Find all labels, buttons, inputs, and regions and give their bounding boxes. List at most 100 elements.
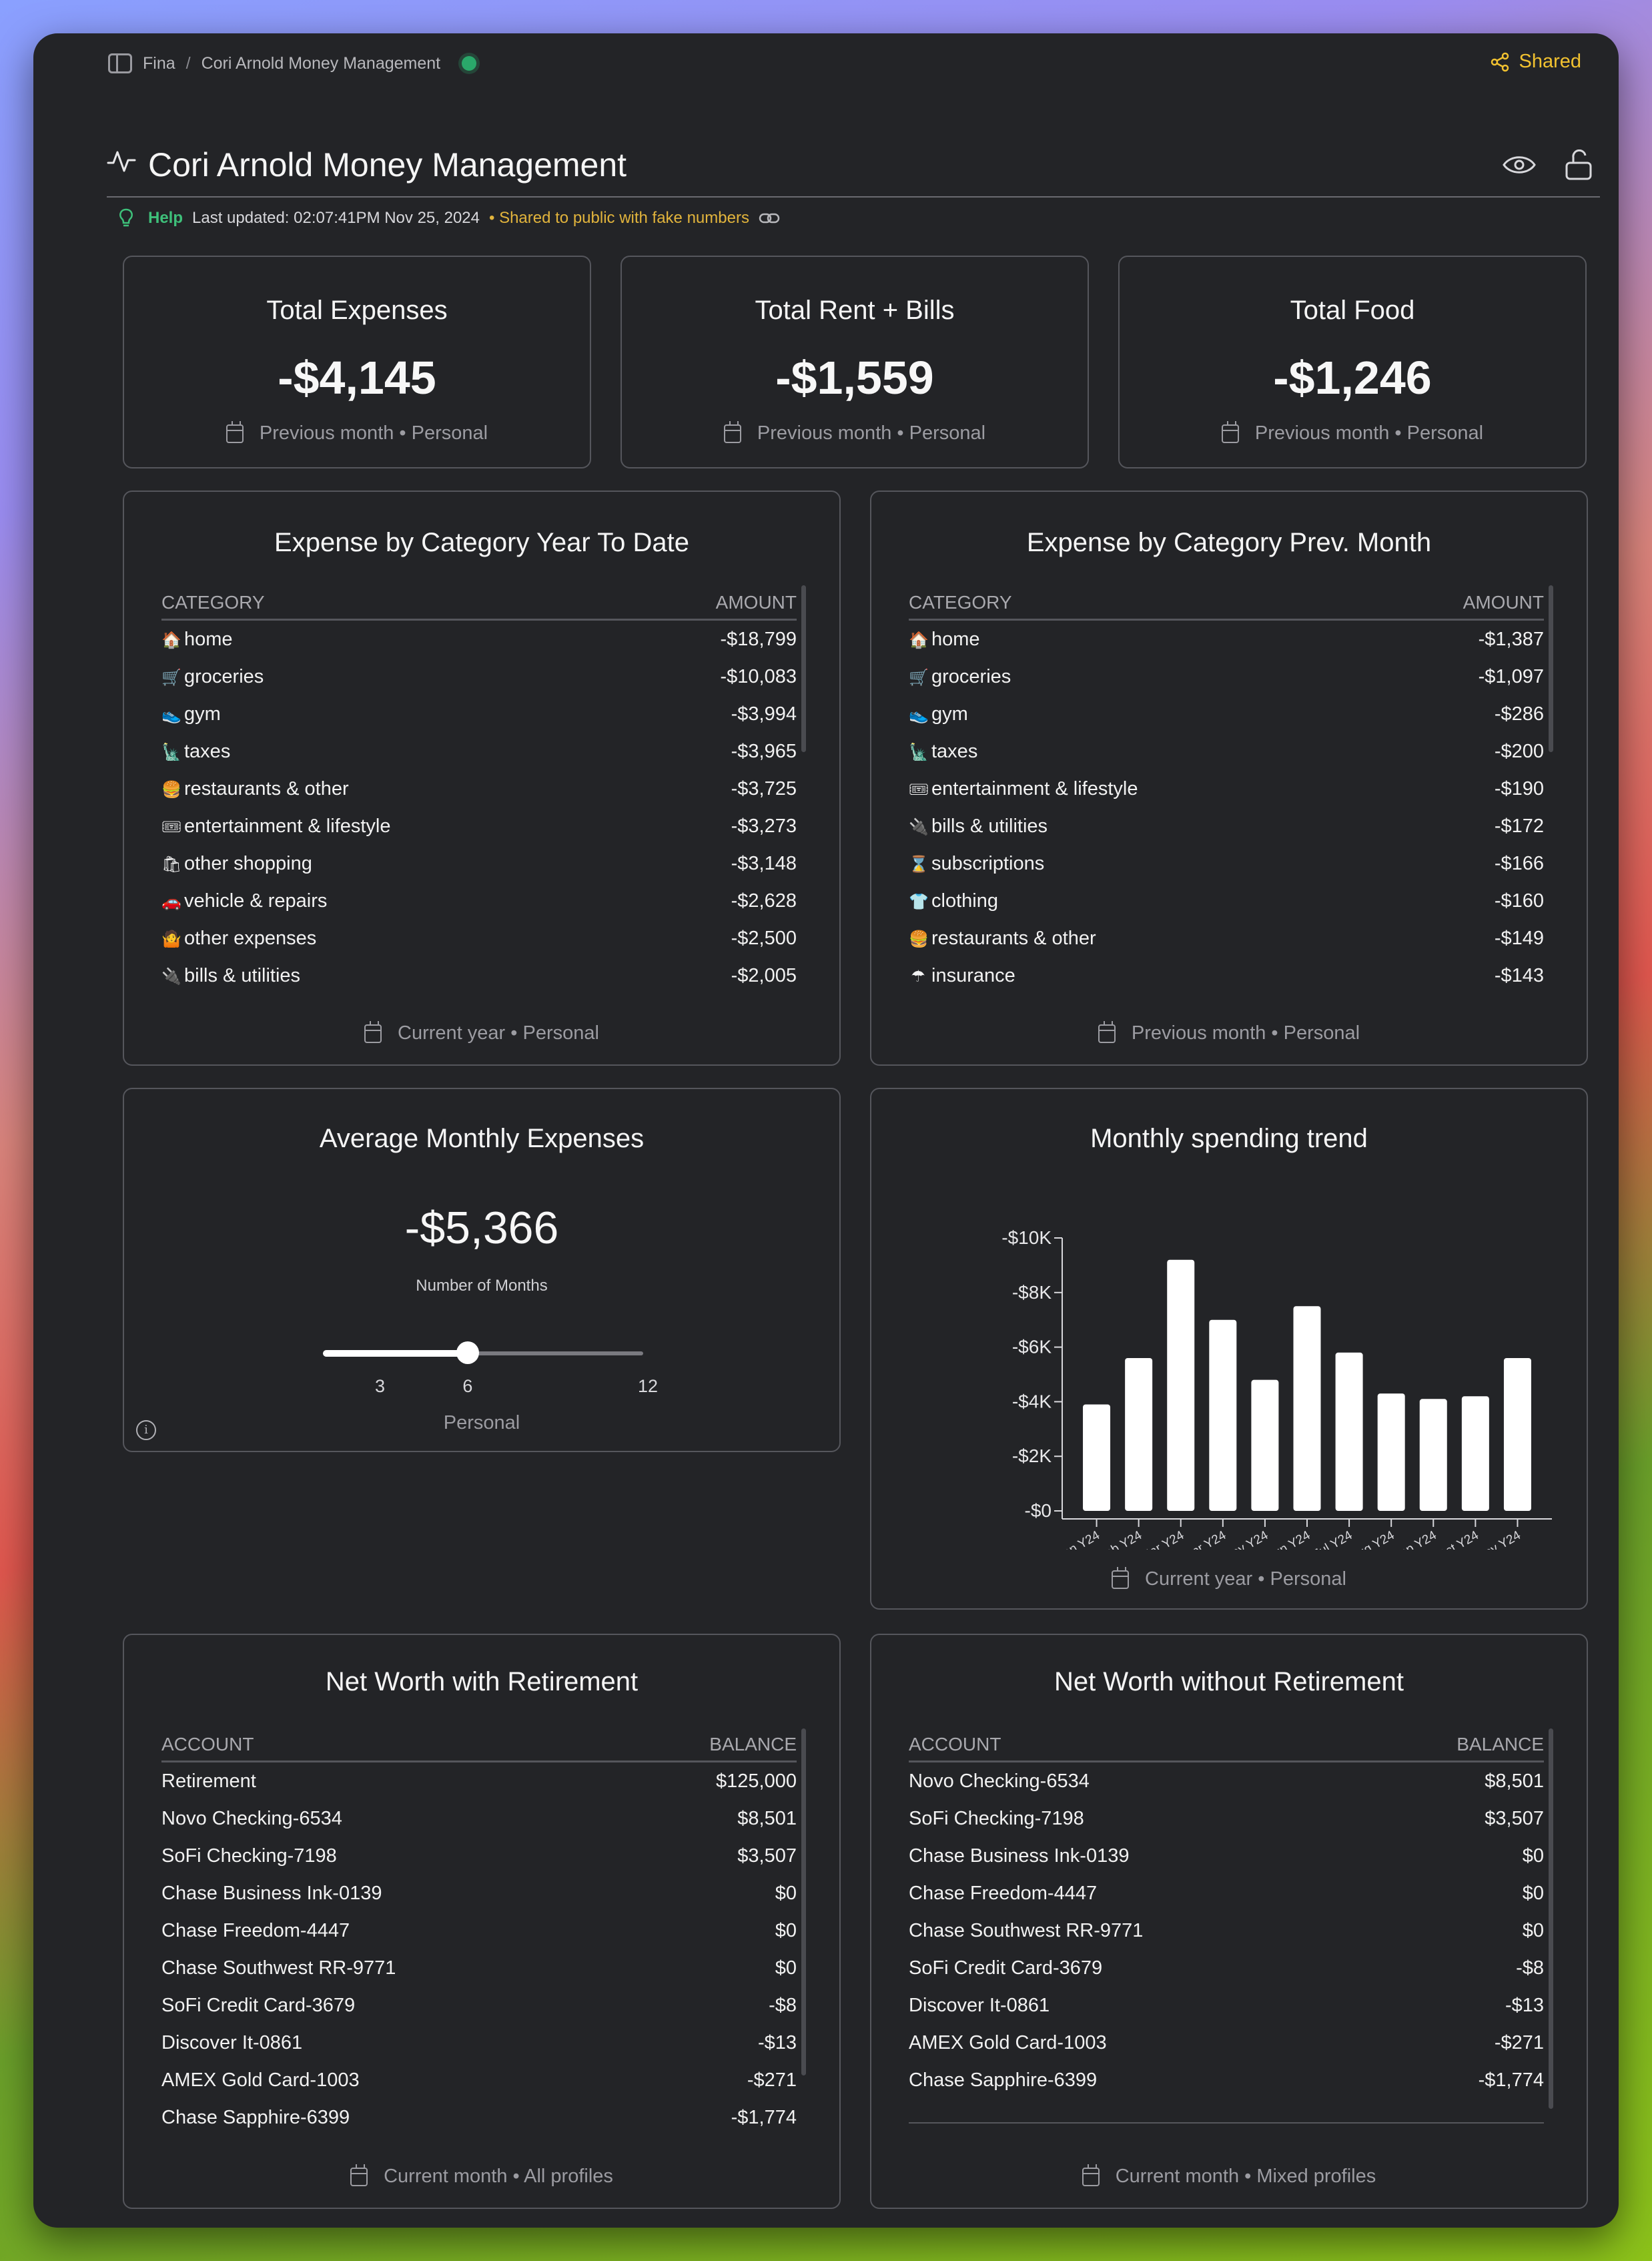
x-tick-label: Nov Y24 bbox=[1475, 1528, 1524, 1550]
x-tick-label: Sep Y24 bbox=[1390, 1528, 1439, 1550]
scrollbar[interactable] bbox=[801, 585, 806, 752]
table-row[interactable]: Chase Business Ink-0139 $0 bbox=[161, 1875, 797, 1912]
table-header: ACCOUNT BALANCE bbox=[909, 1734, 1544, 1762]
card-footer: Personal bbox=[124, 1412, 839, 1434]
slider-mark: 12 bbox=[638, 1376, 659, 1396]
table-row[interactable]: 🛒 groceries -$10,083 bbox=[161, 658, 797, 695]
table-row[interactable]: Chase Sapphire-6399 -$1,774 bbox=[909, 2061, 1544, 2099]
table-row[interactable]: Chase Freedom-4447 $0 bbox=[161, 1912, 797, 1949]
table-row[interactable]: 🔌 bills & utilities -$2,005 bbox=[161, 957, 797, 994]
row-amount: -$271 bbox=[747, 2069, 797, 2091]
column-category[interactable]: CATEGORY bbox=[909, 592, 1012, 613]
table-row[interactable]: 🤷 other expenses -$2,500 bbox=[161, 920, 797, 957]
table-row[interactable]: Chase Sapphire-6399 -$1,774 bbox=[161, 2099, 797, 2136]
calendar-icon bbox=[723, 420, 741, 443]
table-row[interactable]: 🍔 restaurants & other -$3,725 bbox=[161, 770, 797, 808]
table-row[interactable]: AMEX Gold Card-1003 -$271 bbox=[909, 2024, 1544, 2061]
row-label: Discover It-0861 bbox=[161, 2032, 302, 2054]
category-emoji-icon: 🗽 bbox=[909, 743, 929, 761]
table-row[interactable]: Retirement $125,000 bbox=[161, 1762, 797, 1800]
sidebar-toggle-icon[interactable] bbox=[108, 53, 132, 73]
row-name: home bbox=[931, 628, 980, 650]
column-balance[interactable]: BALANCE bbox=[1457, 1734, 1544, 1754]
row-amount: $3,507 bbox=[1485, 1807, 1544, 1829]
column-balance[interactable]: BALANCE bbox=[709, 1734, 797, 1754]
table-row[interactable]: Novo Checking-6534 $8,501 bbox=[161, 1800, 797, 1837]
table-row[interactable]: 🚗 vehicle & repairs -$2,628 bbox=[161, 882, 797, 920]
card-footer-text: Current year • Personal bbox=[398, 1022, 599, 1044]
kpi-total-food[interactable]: Total Food -$1,246 Previous month • Pers… bbox=[1118, 256, 1587, 468]
table-row[interactable]: 🔌 bills & utilities -$172 bbox=[909, 808, 1544, 845]
table-row[interactable]: 🎟 entertainment & lifestyle -$190 bbox=[909, 770, 1544, 808]
column-amount[interactable]: AMOUNT bbox=[1463, 592, 1544, 613]
column-account[interactable]: ACCOUNT bbox=[909, 1734, 1001, 1754]
table-row[interactable]: 🗽 taxes -$3,965 bbox=[161, 733, 797, 770]
row-name: entertainment & lifestyle bbox=[184, 815, 391, 837]
info-icon[interactable]: i bbox=[136, 1420, 156, 1440]
table-row[interactable]: SoFi Checking-7198 $3,507 bbox=[161, 1837, 797, 1875]
calendar-icon bbox=[226, 420, 244, 443]
help-link[interactable]: Help bbox=[148, 209, 183, 227]
scrollbar[interactable] bbox=[801, 1728, 806, 2075]
table-row[interactable]: ☂ insurance -$143 bbox=[909, 957, 1544, 994]
row-name: restaurants & other bbox=[931, 927, 1096, 949]
table-row[interactable]: 🛒 groceries -$1,097 bbox=[909, 658, 1544, 695]
category-emoji-icon: 🛒 bbox=[909, 668, 929, 687]
category-emoji-icon: 🗽 bbox=[161, 743, 181, 761]
table-row[interactable]: SoFi Checking-7198 $3,507 bbox=[909, 1800, 1544, 1837]
table-header: CATEGORY AMOUNT bbox=[161, 592, 797, 621]
table-row[interactable]: 🎟 entertainment & lifestyle -$3,273 bbox=[161, 808, 797, 845]
table-row[interactable]: Chase Southwest RR-9771 $0 bbox=[161, 1949, 797, 1987]
unlock-icon[interactable] bbox=[1564, 149, 1593, 180]
table-row[interactable]: 🗽 taxes -$200 bbox=[909, 733, 1544, 770]
table-row[interactable]: Chase Southwest RR-9771 $0 bbox=[909, 1912, 1544, 1949]
kpi-total-expenses[interactable]: Total Expenses -$4,145 Previous month • … bbox=[123, 256, 591, 468]
row-name: Novo Checking-6534 bbox=[161, 1807, 342, 1829]
table-header: ACCOUNT BALANCE bbox=[161, 1734, 797, 1762]
y-tick-label: -$0 bbox=[1025, 1500, 1052, 1521]
shared-button[interactable]: Shared bbox=[1489, 51, 1581, 73]
card-footer: Current month • Mixed profiles bbox=[871, 2164, 1587, 2188]
column-category[interactable]: CATEGORY bbox=[161, 592, 265, 613]
slider-handle[interactable] bbox=[456, 1341, 480, 1364]
card-title: Monthly spending trend bbox=[1090, 1124, 1368, 1153]
table-row[interactable]: 🍔 restaurants & other -$149 bbox=[909, 920, 1544, 957]
table-row[interactable]: ⌛ subscriptions -$166 bbox=[909, 845, 1544, 882]
column-account[interactable]: ACCOUNT bbox=[161, 1734, 254, 1754]
column-amount[interactable]: AMOUNT bbox=[715, 592, 797, 613]
bar bbox=[1335, 1352, 1363, 1511]
table-row[interactable]: Discover It-0861 -$13 bbox=[161, 2024, 797, 2061]
table-row[interactable]: SoFi Credit Card-3679 -$8 bbox=[161, 1987, 797, 2024]
breadcrumb-page[interactable]: Cori Arnold Money Management bbox=[201, 53, 441, 73]
scrollbar[interactable] bbox=[1549, 585, 1553, 752]
row-name: Chase Business Ink-0139 bbox=[909, 1845, 1130, 1867]
table-row[interactable]: 🏠 home -$18,799 bbox=[161, 621, 797, 658]
expense-category-ytd-card: Expense by Category Year To Date CATEGOR… bbox=[123, 491, 841, 1066]
table-row[interactable]: Novo Checking-6534 $8,501 bbox=[909, 1762, 1544, 1800]
activity-icon bbox=[107, 151, 136, 172]
table-row[interactable]: AMEX Gold Card-1003 -$271 bbox=[161, 2061, 797, 2099]
table-row[interactable]: Discover It-0861 -$13 bbox=[909, 1987, 1544, 2024]
table-row[interactable]: 👕 clothing -$160 bbox=[909, 882, 1544, 920]
eye-icon[interactable] bbox=[1503, 153, 1536, 176]
row-label: AMEX Gold Card-1003 bbox=[161, 2069, 360, 2091]
row-name: other expenses bbox=[184, 927, 317, 949]
kpi-total-rent-bills[interactable]: Total Rent + Bills -$1,559 Previous mont… bbox=[621, 256, 1089, 468]
table-row[interactable]: 👟 gym -$286 bbox=[909, 695, 1544, 733]
table-row[interactable]: 🏠 home -$1,387 bbox=[909, 621, 1544, 658]
table-row[interactable]: 👟 gym -$3,994 bbox=[161, 695, 797, 733]
table-row[interactable]: SoFi Credit Card-3679 -$8 bbox=[909, 1949, 1544, 1987]
card-footer: Current year • Personal bbox=[871, 1566, 1587, 1590]
kpi-footer: Previous month • Personal bbox=[1120, 420, 1585, 444]
card-footer: Previous month • Personal bbox=[871, 1020, 1587, 1044]
table-row[interactable]: Chase Freedom-4447 $0 bbox=[909, 1875, 1544, 1912]
row-amount: -$2,628 bbox=[731, 890, 797, 912]
breadcrumb-app[interactable]: Fina bbox=[143, 53, 175, 73]
table-row[interactable]: 🛍 other shopping -$3,148 bbox=[161, 845, 797, 882]
months-slider[interactable] bbox=[323, 1341, 643, 1364]
link-icon[interactable] bbox=[759, 212, 780, 225]
breadcrumb-separator: / bbox=[185, 53, 191, 73]
table-row[interactable]: Chase Business Ink-0139 $0 bbox=[909, 1837, 1544, 1875]
scrollbar[interactable] bbox=[1549, 1728, 1553, 2109]
row-name: SoFi Checking-7198 bbox=[909, 1807, 1084, 1829]
